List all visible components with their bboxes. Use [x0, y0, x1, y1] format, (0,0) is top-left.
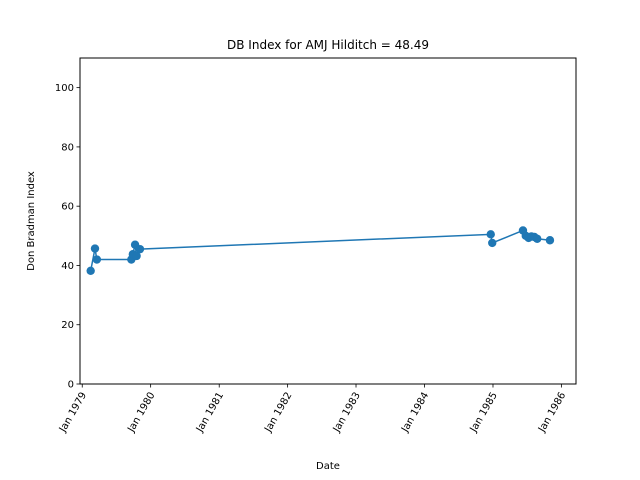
- x-tick-label: Jan 1984: [399, 391, 431, 436]
- y-tick-label: 60: [61, 202, 74, 213]
- x-tick-label: Jan 1983: [331, 391, 363, 436]
- series-line: [89, 229, 551, 271]
- data-point-16: [545, 236, 555, 245]
- x-tick-label: Jan 1982: [262, 391, 294, 436]
- data-point-0: [86, 266, 95, 275]
- data-point-2: [92, 255, 102, 264]
- x-axis-title: Date: [316, 461, 340, 472]
- data-point-6: [132, 251, 141, 261]
- data-point-1: [90, 244, 100, 253]
- data-point-7: [135, 244, 145, 254]
- plot-frame: [79, 57, 577, 385]
- data-point-9: [488, 238, 497, 248]
- y-tick-label: 40: [61, 261, 74, 272]
- x-tick-label: Jan 1981: [194, 391, 226, 436]
- data-point-15: [533, 234, 542, 243]
- y-tick-label: 100: [55, 83, 74, 94]
- x-tick-label: Jan 1979: [57, 391, 89, 436]
- data-point-8: [486, 230, 495, 239]
- y-tick-label: 0: [68, 380, 74, 391]
- y-tick-label: 80: [61, 142, 74, 153]
- x-tick-label: Jan 1986: [536, 391, 568, 436]
- y-tick-label: 20: [61, 320, 74, 331]
- x-tick-label: Jan 1980: [126, 391, 158, 436]
- chart-title: DB Index for AMJ Hilditch = 48.49: [227, 38, 429, 52]
- x-tick-label: Jan 1985: [468, 391, 500, 436]
- y-axis-title: Don Bradman Index: [26, 171, 37, 271]
